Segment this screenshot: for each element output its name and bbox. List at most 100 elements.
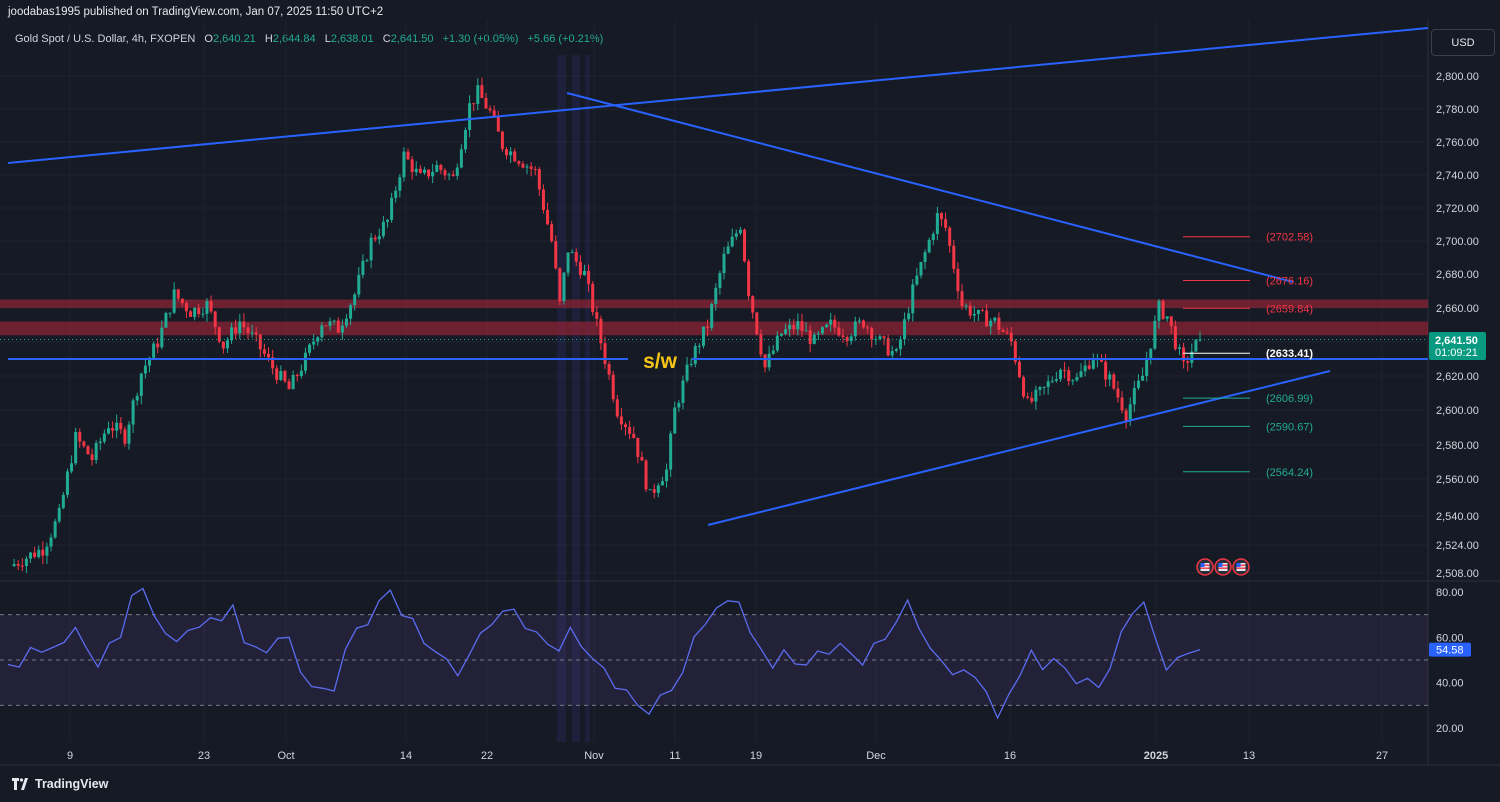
- candle-body: [262, 349, 266, 354]
- descending-trendline: [566, 92, 1294, 283]
- candle-body: [784, 329, 788, 334]
- candle-body: [558, 268, 562, 302]
- time-axis-tick: Oct: [277, 750, 294, 762]
- candle-body: [931, 233, 935, 240]
- candle-body: [767, 353, 771, 368]
- candle-body: [894, 349, 898, 351]
- candle-body: [796, 321, 800, 330]
- candle-body: [919, 261, 923, 276]
- price-axis-tick: 2,740.00: [1436, 170, 1479, 182]
- candle-body: [324, 325, 328, 327]
- candle-body: [386, 219, 390, 222]
- candle-body: [394, 190, 398, 198]
- candle-body: [1054, 379, 1058, 381]
- time-axis-tick: 23: [198, 750, 210, 762]
- candle-body: [747, 261, 751, 297]
- candle-body: [86, 446, 90, 455]
- candle-body: [1022, 377, 1026, 397]
- candle-body: [1120, 397, 1124, 411]
- candle-body: [808, 330, 812, 344]
- candle-body: [898, 339, 902, 350]
- candle-body: [381, 221, 385, 237]
- candle-body: [640, 456, 644, 461]
- candle-body: [234, 327, 238, 334]
- level-label: (2659.84): [1266, 303, 1313, 315]
- candle-body: [209, 300, 213, 312]
- candle-body: [484, 98, 488, 109]
- candle-body: [915, 275, 919, 285]
- candle-body: [788, 324, 792, 330]
- candle-body: [935, 213, 939, 234]
- time-axis-tick: Dec: [866, 750, 886, 762]
- candle-body: [1017, 361, 1021, 378]
- candle-body: [443, 170, 447, 176]
- low-label: L: [324, 33, 331, 45]
- candle-body: [16, 563, 20, 566]
- level-label: (2564.24): [1266, 467, 1313, 479]
- candle-body: [447, 174, 451, 176]
- candle-body: [1034, 389, 1038, 402]
- candle-body: [1165, 316, 1169, 319]
- candle-body: [344, 318, 348, 326]
- rsi-value-badge: [1429, 642, 1471, 657]
- candle-body: [353, 294, 357, 306]
- candle-body: [591, 283, 595, 313]
- candle-body: [431, 171, 435, 177]
- candle-body: [271, 357, 275, 369]
- candle-body: [398, 177, 402, 191]
- candle-body: [509, 151, 513, 156]
- candle-body: [513, 151, 517, 162]
- candle-body: [1116, 388, 1120, 398]
- candle-body: [78, 431, 82, 442]
- candle-body: [644, 460, 648, 490]
- event-highlight: [585, 55, 590, 742]
- candle-body: [533, 168, 537, 170]
- rsi-pane: [0, 587, 1428, 720]
- candle-body: [628, 427, 632, 434]
- last-price-value: 2,641.50: [1435, 335, 1478, 347]
- candle-body: [365, 260, 369, 262]
- open-label: O: [204, 33, 213, 45]
- candle-body: [184, 303, 188, 312]
- candle-body: [866, 327, 870, 329]
- time-axis-tick: Nov: [584, 750, 604, 762]
- symbol-name: Gold Spot / U.S. Dollar, 4h, FXOPEN: [15, 33, 196, 45]
- candle-body: [882, 336, 886, 339]
- candle-body: [804, 330, 808, 332]
- currency-button[interactable]: USD: [1431, 29, 1495, 56]
- candle-body: [833, 319, 837, 328]
- candle-body: [812, 334, 816, 344]
- candle-body: [480, 85, 484, 99]
- candle-body: [267, 353, 271, 358]
- bar-countdown: 01:09:21: [1435, 347, 1478, 359]
- candle-body: [701, 326, 705, 346]
- time-axis-tick: 2025: [1144, 750, 1168, 762]
- candle-body: [197, 307, 201, 314]
- candle-body: [299, 370, 303, 376]
- candle-body: [176, 289, 180, 299]
- candle-body: [1108, 374, 1112, 380]
- candle-body: [582, 271, 586, 276]
- candle-body: [1161, 300, 1165, 319]
- tradingview-logo[interactable]: TradingView: [12, 777, 108, 791]
- candle-body: [525, 166, 529, 168]
- candle-body: [94, 443, 98, 460]
- candle-body: [33, 552, 37, 558]
- time-axis-tick: 19: [750, 750, 762, 762]
- candle-body: [800, 321, 804, 331]
- high-value: 2,644.84: [272, 33, 316, 45]
- candle-body: [841, 335, 845, 337]
- price-axis-tick: 2,660.00: [1436, 303, 1479, 315]
- candle-body: [1157, 300, 1161, 321]
- low-value: 2,638.01: [330, 33, 374, 45]
- candle-body: [106, 428, 110, 434]
- level-label: (2702.58): [1266, 232, 1313, 244]
- candle-body: [90, 454, 94, 460]
- candle-body: [246, 327, 250, 334]
- candle-body: [427, 169, 431, 177]
- candle-body: [377, 236, 381, 240]
- price-axis-tick: 2,800.00: [1436, 71, 1479, 83]
- candle-body: [1104, 361, 1108, 380]
- candle-body: [660, 481, 664, 486]
